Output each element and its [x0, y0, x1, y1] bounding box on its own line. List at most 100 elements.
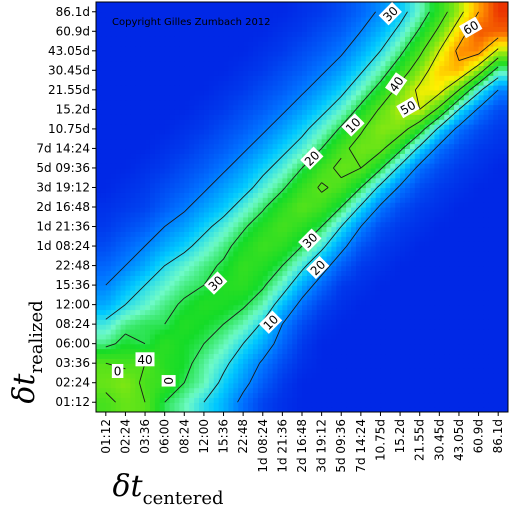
heatmap-cell — [282, 294, 288, 301]
heatmap-cell — [149, 407, 156, 412]
heatmap-cell — [360, 265, 367, 272]
heatmap-cell — [184, 387, 190, 394]
heatmap-cell — [140, 319, 146, 325]
heatmap-cell — [174, 397, 180, 403]
heatmap-cell — [434, 148, 440, 154]
heatmap-cell — [449, 402, 455, 408]
heatmap-cell — [375, 338, 382, 345]
heatmap-cell — [395, 192, 401, 198]
heatmap-cell — [302, 226, 308, 232]
heatmap-cell — [252, 177, 259, 184]
heatmap-cell — [449, 358, 455, 364]
heatmap-cell — [331, 397, 337, 403]
heatmap-cell — [488, 304, 494, 311]
heatmap-cell — [346, 177, 352, 184]
heatmap-cell — [218, 402, 225, 408]
heatmap-cell — [105, 167, 112, 174]
heatmap-cell — [346, 246, 352, 252]
heatmap-cell — [444, 309, 450, 315]
heatmap-cell — [213, 407, 220, 412]
heatmap-cell — [96, 407, 102, 412]
heatmap-cell — [370, 338, 377, 345]
heatmap-cell — [311, 314, 318, 320]
heatmap-cell — [115, 231, 122, 237]
heatmap-cell — [120, 309, 127, 315]
heatmap-cell — [233, 197, 239, 203]
heatmap-cell — [262, 202, 269, 208]
heatmap-cell — [331, 231, 337, 237]
heatmap-cell — [444, 187, 450, 193]
heatmap-cell — [228, 275, 234, 281]
heatmap-cell — [409, 304, 416, 311]
heatmap-cell — [360, 124, 367, 130]
heatmap-cell — [439, 270, 445, 276]
heatmap-cell — [439, 333, 445, 340]
heatmap-cell — [360, 246, 367, 252]
heatmap-cell — [194, 255, 200, 262]
heatmap-cell — [336, 192, 342, 198]
heatmap-cell — [297, 124, 303, 130]
heatmap-cell — [96, 255, 102, 262]
heatmap-cell — [130, 304, 136, 311]
heatmap-cell — [419, 280, 426, 286]
heatmap-cell — [233, 275, 239, 281]
heatmap-cell — [444, 314, 450, 320]
heatmap-cell — [184, 167, 190, 174]
heatmap-cell — [468, 246, 475, 252]
heatmap-cell — [277, 280, 283, 286]
heatmap-cell — [277, 124, 283, 130]
heatmap-cell — [105, 387, 112, 394]
heatmap-cell — [297, 231, 303, 237]
heatmap-cell — [395, 397, 401, 403]
heatmap-cell — [149, 128, 156, 135]
heatmap-cell — [179, 192, 185, 198]
heatmap-cell — [346, 402, 352, 408]
heatmap-cell — [444, 402, 450, 408]
heatmap-cell — [125, 211, 131, 218]
heatmap-cell — [331, 172, 337, 179]
heatmap-cell — [503, 280, 508, 286]
heatmap-cell — [429, 158, 436, 164]
heatmap-cell — [400, 133, 406, 140]
heatmap-cell — [169, 353, 176, 359]
heatmap-cell — [252, 187, 259, 193]
heatmap-cell — [419, 407, 426, 412]
heatmap-cell — [493, 246, 499, 252]
heatmap-cell — [302, 260, 308, 267]
heatmap-cell — [503, 324, 508, 330]
heatmap-cell — [115, 133, 122, 140]
heatmap-cell — [252, 285, 259, 291]
heatmap-cell — [297, 211, 303, 218]
heatmap-cell — [360, 397, 367, 403]
heatmap-cell — [179, 368, 185, 374]
heatmap-cell — [503, 197, 508, 203]
heatmap-cell — [145, 255, 151, 262]
heatmap-cell — [149, 392, 156, 398]
heatmap-cell — [179, 143, 185, 150]
heatmap-cell — [419, 299, 426, 306]
heatmap-cell — [140, 304, 146, 311]
heatmap-cell — [272, 211, 279, 218]
heatmap-cell — [395, 304, 401, 311]
heatmap-cell — [174, 294, 180, 301]
heatmap-cell — [277, 119, 283, 125]
heatmap-cell — [96, 265, 102, 272]
heatmap-cell — [140, 128, 146, 135]
heatmap-cell — [257, 207, 264, 213]
heatmap-cell — [233, 319, 239, 325]
heatmap-cell — [390, 250, 396, 257]
heatmap-cell — [351, 397, 357, 403]
heatmap-cell — [503, 143, 508, 150]
heatmap-cell — [341, 382, 347, 389]
heatmap-cell — [360, 167, 367, 174]
heatmap-cell — [478, 128, 485, 135]
heatmap-cell — [463, 348, 470, 355]
heatmap-cell — [468, 153, 475, 159]
heatmap-cell — [331, 289, 337, 296]
heatmap-cell — [390, 377, 396, 384]
heatmap-cell — [306, 182, 313, 189]
heatmap-cell — [439, 397, 445, 403]
heatmap-cell — [439, 338, 445, 345]
heatmap-cell — [463, 309, 470, 315]
heatmap-cell — [154, 158, 161, 164]
